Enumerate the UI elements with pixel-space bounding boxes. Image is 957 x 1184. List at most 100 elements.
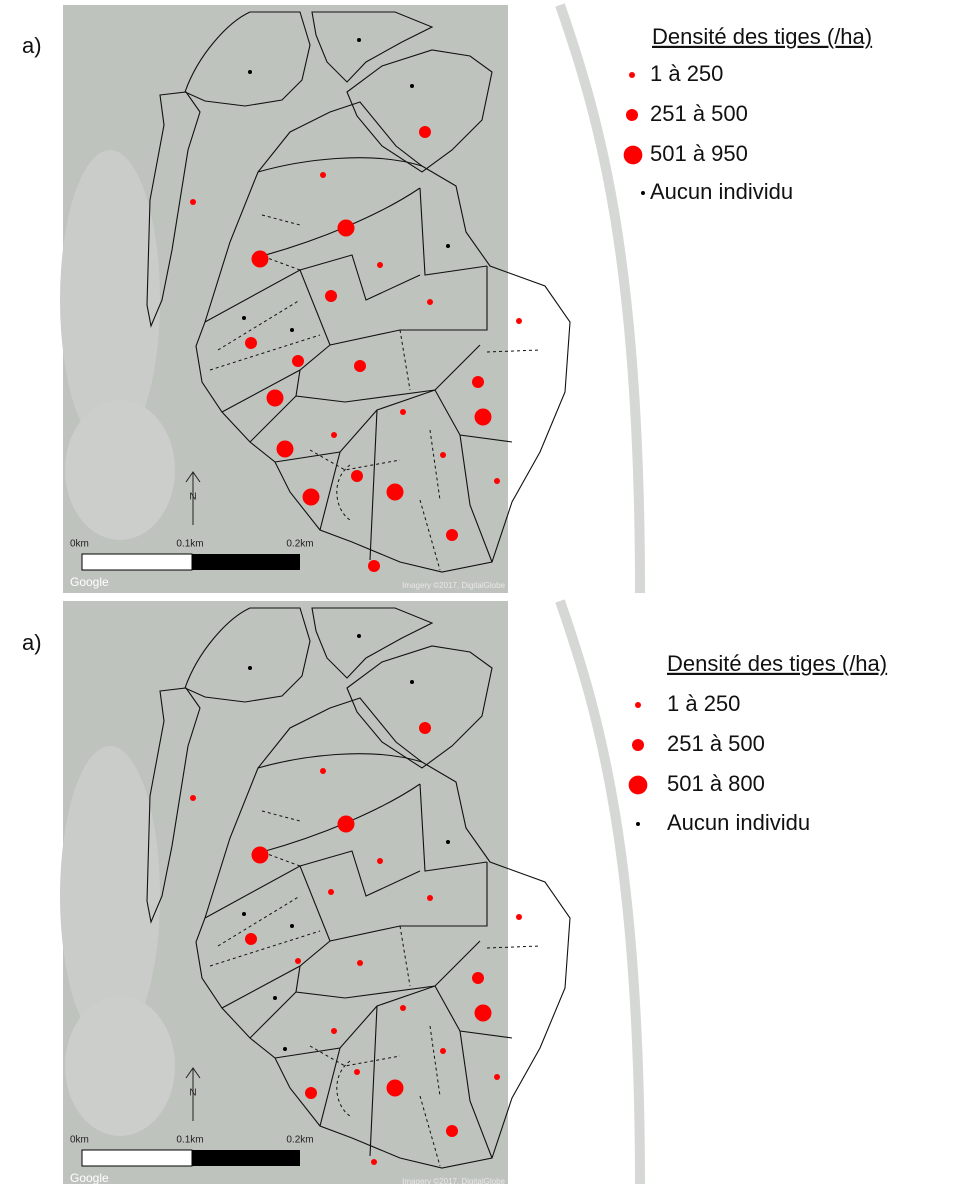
plot-dot <box>475 409 492 426</box>
plot-dot <box>354 360 366 372</box>
plot-dot <box>387 484 404 501</box>
plot-dot <box>357 634 361 638</box>
plot-dot <box>190 199 196 205</box>
plot-dot <box>440 452 446 458</box>
panel-label: a) <box>22 33 42 58</box>
attribution: Imagery ©2017, DigitalGlobe <box>402 581 505 590</box>
north-label: N <box>189 1088 196 1099</box>
attribution: Google <box>70 1171 109 1184</box>
plot-dot <box>248 666 252 670</box>
road <box>560 5 640 593</box>
plot-dot <box>277 441 294 458</box>
plot-dot <box>446 840 450 844</box>
terrain <box>65 400 175 540</box>
plot-dot <box>419 722 431 734</box>
plot-dot <box>331 1028 337 1034</box>
scale-bar-white <box>82 1150 192 1166</box>
plot-dot <box>357 960 363 966</box>
plot-dot <box>338 220 355 237</box>
plot-dot <box>328 889 334 895</box>
scale-label: 0.1km <box>176 1135 203 1146</box>
plot-dot <box>283 1047 287 1051</box>
plot-dot <box>446 1125 458 1137</box>
plot-dot <box>494 478 500 484</box>
plot-dot <box>368 560 380 572</box>
plot-dot <box>354 1069 360 1075</box>
legend-symbol <box>629 72 635 78</box>
scale-bar-black <box>192 554 300 570</box>
plot-dot <box>248 70 252 74</box>
map: N 0km 0.1km 0.2km Google Imagery ©2017, Digit… <box>60 5 640 593</box>
legend-symbol <box>626 109 638 121</box>
legend-symbol <box>635 702 641 708</box>
plot-dot <box>245 933 257 945</box>
plot-dot <box>290 924 294 928</box>
panel-label: a) <box>22 630 42 655</box>
legend-symbol <box>624 146 643 165</box>
plot-dot <box>410 680 414 684</box>
map-edge <box>508 601 512 1184</box>
plot-dot <box>325 290 337 302</box>
plot-dot <box>419 126 431 138</box>
scale-label: 0.2km <box>286 1135 313 1146</box>
legend-item: 501 à 950 <box>650 141 748 166</box>
plot-dot <box>377 858 383 864</box>
plot-dot <box>516 318 522 324</box>
plot-dot <box>400 1005 406 1011</box>
plot-dot <box>472 376 484 388</box>
plot-dot <box>351 470 363 482</box>
legend-item: Aucun individu <box>667 810 810 835</box>
plot-dot <box>427 895 433 901</box>
plot-dot <box>245 337 257 349</box>
plot-dot <box>371 1159 377 1165</box>
scale-bar-black <box>192 1150 300 1166</box>
legend-symbol <box>629 776 648 795</box>
plot-dot <box>446 244 450 248</box>
scale-bar-white <box>82 554 192 570</box>
plot-dot <box>494 1074 500 1080</box>
scale-label: 0km <box>70 539 89 550</box>
scale-label: 0.1km <box>176 539 203 550</box>
plot-dot <box>252 847 269 864</box>
legend-item: 1 à 250 <box>650 61 723 86</box>
plot-dot <box>446 529 458 541</box>
plot-dot <box>190 795 196 801</box>
plot-dot <box>242 316 246 320</box>
plot-dot <box>305 1087 317 1099</box>
plot-dot <box>377 262 383 268</box>
plot-dot <box>295 958 301 964</box>
scale-label: 0.2km <box>286 539 313 550</box>
plot-dot <box>400 409 406 415</box>
plot-dot <box>303 489 320 506</box>
plot-dot <box>252 251 269 268</box>
plot-dot <box>267 390 284 407</box>
attribution: Google <box>70 575 109 589</box>
legend-title: Densité des tiges (/ha) <box>667 651 887 676</box>
plot-dot <box>338 816 355 833</box>
north-label: N <box>189 492 196 503</box>
plot-dot <box>320 172 326 178</box>
legend-item: 251 à 500 <box>650 101 748 126</box>
legend-item: Aucun individu <box>650 179 793 204</box>
plot-dot <box>516 914 522 920</box>
legend-item: 251 à 500 <box>667 731 765 756</box>
plot-dot <box>357 38 361 42</box>
plot-dot <box>292 355 304 367</box>
plot-dot <box>387 1080 404 1097</box>
road <box>560 601 640 1184</box>
plot-dot <box>472 972 484 984</box>
plot-dot <box>475 1005 492 1022</box>
plot-dot <box>440 1048 446 1054</box>
plot-dot <box>427 299 433 305</box>
attribution: Imagery ©2017, DigitalGlobe <box>402 1177 505 1184</box>
scale-label: 0km <box>70 1135 89 1146</box>
terrain <box>65 996 175 1136</box>
legend-symbol <box>636 822 640 826</box>
plot-dot <box>290 328 294 332</box>
legend-item: 501 à 800 <box>667 771 765 796</box>
plot-dot <box>273 996 277 1000</box>
legend-item: 1 à 250 <box>667 691 740 716</box>
plot-dot <box>320 768 326 774</box>
map: N 0km 0.1km 0.2km Google Imagery ©2017, Digit… <box>60 601 640 1184</box>
legend-title: Densité des tiges (/ha) <box>652 24 872 49</box>
